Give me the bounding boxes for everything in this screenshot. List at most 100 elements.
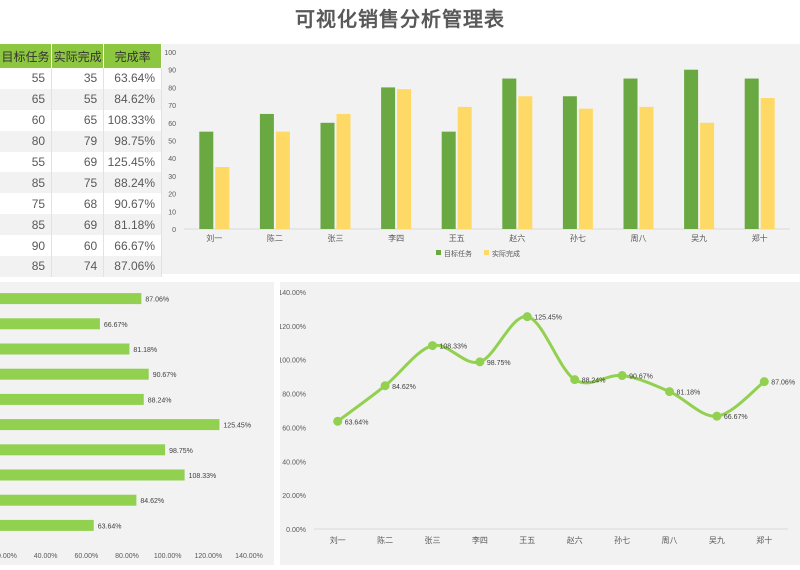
y-tick-label: 60.00% xyxy=(282,425,306,432)
legend-swatch-actual xyxy=(484,250,489,255)
hbar-data-label: 87.06% xyxy=(145,297,169,304)
x-tick-label: 吴九 xyxy=(691,234,707,243)
rate-data-label: 125.45% xyxy=(534,315,562,322)
x-tick-label: 孙七 xyxy=(570,233,586,243)
y-tick-label: 70 xyxy=(168,103,176,110)
bar-actual xyxy=(700,122,715,229)
sales-table: 目标任务 实际完成 完成率 55 35 63.64% 65 55 84.62% 60 65 10… xyxy=(0,44,162,277)
y-tick-label: 0.00% xyxy=(286,527,306,534)
y-tick-label: 80.00% xyxy=(282,392,306,399)
actual-cell: 75 xyxy=(51,172,105,194)
hbar-data-label: 98.75% xyxy=(169,448,193,455)
actual-cell: 68 xyxy=(51,193,105,215)
rate-line xyxy=(336,315,766,423)
bar-actual xyxy=(760,98,775,229)
actual-cell: 60 xyxy=(51,235,105,257)
rate-point xyxy=(475,357,485,367)
bar-actual xyxy=(518,96,533,229)
table-header-rate: 完成率 xyxy=(103,44,162,68)
target-cell: 85 xyxy=(0,256,53,277)
rate-data-label: 98.75% xyxy=(487,360,511,367)
x-tick-label: 60.00% xyxy=(74,553,98,560)
hbar xyxy=(0,368,149,380)
table-row: 90 60 66.67% xyxy=(0,235,162,257)
rate-cell: 90.67% xyxy=(103,193,162,215)
rate-cell: 125.45% xyxy=(103,151,162,173)
target-cell: 60 xyxy=(0,109,53,131)
hbar xyxy=(0,444,166,456)
x-tick-label: 陈二 xyxy=(267,233,283,243)
x-tick-label: 李四 xyxy=(388,233,404,243)
rate-point xyxy=(759,377,769,387)
target-cell: 85 xyxy=(0,214,53,236)
y-tick-label: 30 xyxy=(168,174,176,181)
y-tick-label: 50 xyxy=(168,139,176,146)
legend-label-actual: 实际完成 xyxy=(492,249,520,258)
hbar xyxy=(0,293,142,305)
target-cell: 55 xyxy=(0,151,53,173)
bar-target xyxy=(744,78,759,229)
x-tick-label: 张三 xyxy=(328,234,344,243)
bar-target xyxy=(199,131,214,229)
actual-cell: 55 xyxy=(51,88,105,110)
table-row: 75 68 90.67% xyxy=(0,193,162,215)
bar-target xyxy=(441,131,456,229)
column-chart-panel: 0 10 20 30 40 50 60 70 80 90 100 刘一 陈二 张三 李四 王五 赵六 孙七 周八 吴九… xyxy=(162,44,800,274)
hbar-data-label: 81.18% xyxy=(133,347,157,354)
rate-data-label: 84.62% xyxy=(392,384,416,391)
rate-cell: 84.62% xyxy=(103,88,162,110)
table-header-actual: 实际完成 xyxy=(51,44,105,68)
line-chart-panel: 0.00% 20.00% 40.00% 60.00% 80.00% 100.00% 120.… xyxy=(278,282,800,565)
y-tick-label: 90 xyxy=(168,68,176,75)
target-cell: 90 xyxy=(0,235,53,257)
table-row: 85 74 87.06% xyxy=(0,256,162,277)
x-tick-label: 郑十 xyxy=(752,233,768,243)
bar-target xyxy=(684,69,699,229)
rate-point xyxy=(333,416,343,426)
rate-data-label: 90.67% xyxy=(629,374,653,381)
rate-point xyxy=(712,411,722,421)
x-tick-label: 120.00% xyxy=(195,553,223,560)
hbar xyxy=(0,393,144,405)
hbar xyxy=(0,469,185,481)
x-tick-label: 100.00% xyxy=(154,553,182,560)
hbar xyxy=(0,519,94,531)
page-title: 可视化销售分析管理表 xyxy=(295,9,505,31)
actual-cell: 69 xyxy=(51,214,105,236)
horizontal-bar-chart: 87.06% 66.67% 81.18% 90.67% 88.24% 125.45% 98.… xyxy=(0,293,263,560)
hbar-data-label: 90.67% xyxy=(153,372,177,379)
actual-cell: 79 xyxy=(51,130,105,152)
hbar-data-label: 84.62% xyxy=(140,498,164,505)
actual-cell: 69 xyxy=(51,151,105,173)
rate-cell: 81.18% xyxy=(103,214,162,236)
bar-actual xyxy=(397,89,412,229)
target-cell: 85 xyxy=(0,172,53,194)
table-row: 80 79 98.75% xyxy=(0,130,162,152)
rate-cell: 66.67% xyxy=(103,235,162,257)
rate-cell: 98.75% xyxy=(103,130,162,152)
legend-swatch-target xyxy=(436,250,441,255)
table-header-target: 目标任务 xyxy=(0,44,53,68)
x-tick-label: 20.00% xyxy=(0,553,17,560)
hbar xyxy=(0,419,220,431)
x-tick-label: 王五 xyxy=(449,234,465,243)
x-tick-label: 周八 xyxy=(631,234,647,243)
x-tick-label: 周八 xyxy=(662,536,678,545)
rate-point xyxy=(428,341,437,351)
bar-target xyxy=(381,87,396,230)
bar-target xyxy=(502,78,517,229)
rate-cell: 88.24% xyxy=(103,172,162,194)
hbar xyxy=(0,343,130,355)
table-row: 55 69 125.45% xyxy=(0,151,162,173)
x-tick-label: 40.00% xyxy=(34,553,58,560)
y-tick-label: 20.00% xyxy=(282,493,306,500)
bar-target xyxy=(562,96,577,229)
horizontal-bar-chart-panel: 87.06% 66.67% 81.18% 90.67% 88.24% 125.45% 98.… xyxy=(0,282,274,565)
y-tick-label: 80 xyxy=(168,85,176,92)
rate-point xyxy=(570,375,580,385)
hbar-data-label: 63.64% xyxy=(98,523,122,530)
x-tick-label: 赵六 xyxy=(509,233,525,243)
bar-actual xyxy=(275,131,290,229)
hbar-data-label: 66.67% xyxy=(104,322,128,329)
y-tick-label: 120.00% xyxy=(280,324,306,331)
